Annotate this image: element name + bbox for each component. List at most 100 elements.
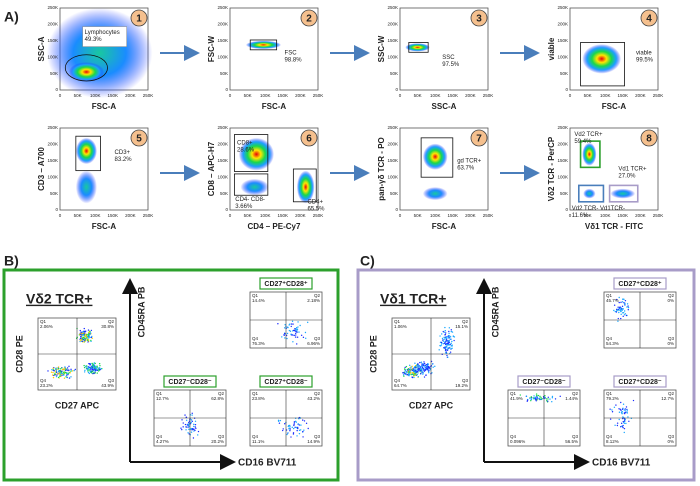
quadrant-name: Q1 — [606, 391, 613, 396]
y-tick-label: 50K — [390, 71, 398, 76]
event — [83, 371, 86, 373]
event — [450, 330, 453, 333]
quadrant-value: 20.2% — [211, 439, 224, 444]
event — [422, 367, 425, 370]
x-tick-label: 150K — [108, 93, 119, 98]
event — [431, 372, 433, 374]
event — [85, 365, 88, 367]
x-tick-label: 250K — [313, 93, 324, 98]
event — [440, 341, 443, 344]
event — [539, 395, 541, 398]
event — [424, 369, 426, 371]
event — [533, 398, 535, 400]
event — [286, 433, 288, 436]
x-axis-label: SSC-A — [432, 102, 457, 111]
density — [405, 43, 430, 52]
subset-title: Vδ1 TCR+ — [380, 291, 446, 307]
gate-name: CD8+ — [237, 140, 253, 146]
event — [79, 340, 82, 342]
event — [193, 425, 195, 428]
quadrant-name: Q2 — [462, 319, 469, 324]
gate-value: 59.4% — [574, 139, 592, 145]
event — [620, 401, 622, 404]
x-tick-label: 250K — [313, 213, 324, 218]
event — [197, 434, 199, 436]
event — [89, 330, 91, 333]
event — [99, 365, 101, 367]
panel-label: C) — [360, 253, 375, 269]
event — [620, 412, 623, 414]
event — [64, 366, 66, 368]
event — [184, 414, 186, 416]
y-tick-label: 150K — [387, 158, 398, 163]
event — [88, 369, 90, 371]
quadrant-value: 14.4% — [252, 298, 265, 303]
event — [445, 346, 448, 348]
quadrant-name: Q2 — [218, 391, 225, 396]
event — [90, 367, 92, 370]
subplot-title-box — [613, 375, 667, 388]
y-axis-label: CD45RA PB — [136, 286, 146, 337]
x-tick-label: 100K — [600, 93, 611, 98]
event — [298, 331, 300, 333]
event — [623, 419, 626, 421]
step-number: 4 — [646, 14, 652, 25]
y-tick-label: 50K — [560, 191, 568, 196]
event — [412, 371, 414, 374]
event — [446, 349, 449, 351]
event — [627, 305, 629, 307]
event — [423, 376, 426, 378]
event — [609, 418, 612, 420]
quadrant-name: Q1 — [40, 319, 47, 324]
event — [411, 365, 413, 368]
event — [298, 424, 301, 426]
event — [428, 372, 430, 374]
event — [59, 375, 61, 377]
event — [421, 366, 424, 369]
event — [443, 336, 445, 339]
x-tick-label: 200K — [125, 93, 136, 98]
event — [554, 398, 557, 400]
event — [305, 422, 308, 425]
event — [63, 377, 66, 379]
event — [551, 401, 553, 403]
event — [188, 424, 190, 426]
event — [296, 329, 298, 331]
event — [79, 338, 82, 341]
density — [583, 188, 596, 199]
event — [298, 429, 301, 432]
event — [538, 397, 541, 399]
event — [442, 340, 445, 342]
event — [81, 337, 84, 339]
event — [449, 351, 452, 353]
event — [414, 372, 416, 375]
event — [294, 336, 297, 338]
event — [188, 421, 190, 424]
event — [92, 365, 94, 367]
event — [414, 362, 416, 364]
event — [443, 342, 446, 345]
event — [417, 372, 419, 374]
event — [451, 340, 453, 343]
event — [407, 367, 410, 370]
subplot-title-box — [613, 277, 667, 290]
event — [615, 308, 618, 311]
y-tick-label: 200K — [47, 142, 58, 147]
event — [185, 419, 188, 421]
event — [297, 326, 299, 328]
event — [193, 428, 195, 430]
event — [614, 310, 617, 313]
y-axis-label: FSC-W — [207, 35, 216, 62]
event — [422, 372, 425, 374]
step-badge — [130, 129, 148, 147]
event — [624, 408, 626, 410]
quadrant-value: 54.3% — [606, 341, 619, 346]
event — [190, 431, 193, 433]
event — [187, 423, 189, 425]
event — [284, 423, 286, 425]
y-tick-label: 100K — [557, 174, 568, 179]
event — [87, 370, 89, 372]
event — [293, 421, 296, 423]
event — [547, 398, 549, 400]
event — [409, 371, 411, 373]
